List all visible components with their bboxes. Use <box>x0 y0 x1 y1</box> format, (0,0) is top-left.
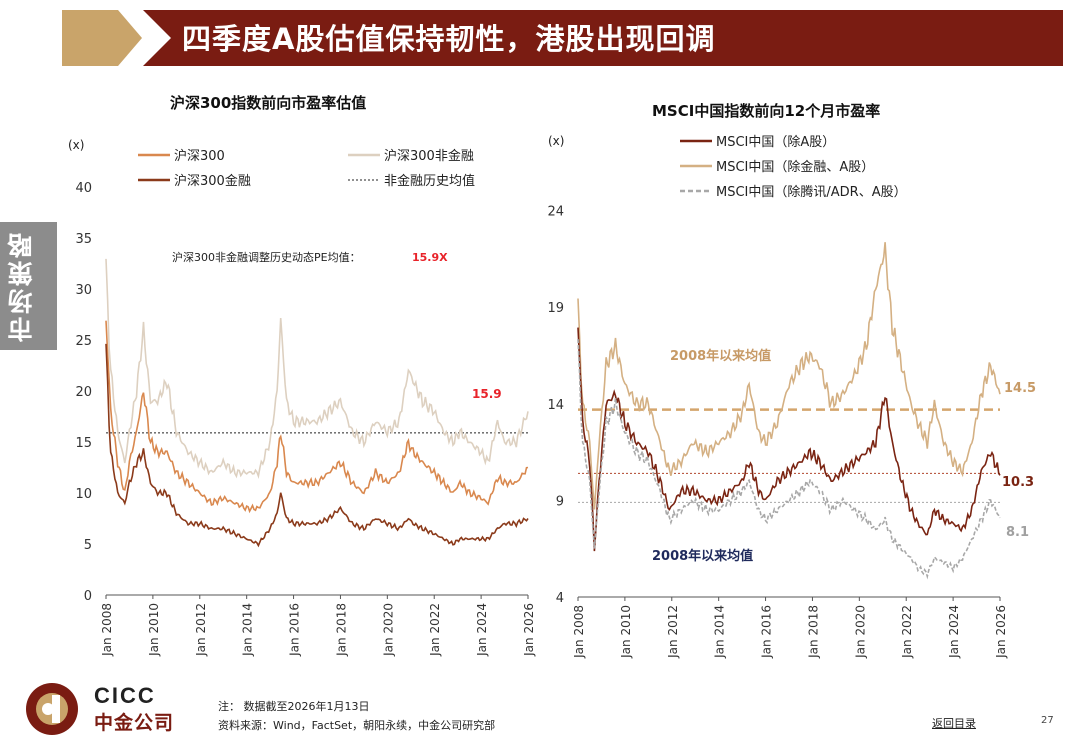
series-line-2 <box>577 339 1001 580</box>
right-legend: MSCI中国（除A股） MSCI中国（除金融、A股） MSCI中国（除腾讯/ADR、… <box>680 135 907 200</box>
right-end-label-nonfin: 14.5 <box>1004 381 1036 396</box>
cicc-logo-icon <box>26 683 78 735</box>
y-tick-label: 35 <box>75 232 92 247</box>
series-line-1 <box>105 320 529 514</box>
right-avg-label-top: 2008年以来均值 <box>670 348 771 364</box>
series-line-0 <box>105 258 529 479</box>
x-tick-label: Jan 2020 <box>381 603 395 657</box>
x-tick-label: Jan 2014 <box>241 603 255 657</box>
x-tick-label: Jan 2010 <box>147 603 161 657</box>
x-tick-label: Jan 2024 <box>947 605 961 659</box>
x-tick-label: Jan 2026 <box>994 605 1008 659</box>
series-line-0 <box>577 242 1001 510</box>
left-annotation-value: 15.9X <box>412 251 448 264</box>
y-tick-label: 15 <box>75 436 92 451</box>
y-tick-label: 5 <box>84 538 92 553</box>
left-series <box>105 258 529 548</box>
legend-label-0: MSCI中国（除A股） <box>716 135 835 150</box>
y-tick-label: 4 <box>556 591 564 606</box>
title-accent-arrow <box>62 10 142 66</box>
x-tick-label: Jan 2012 <box>666 605 680 659</box>
right-chart-title: MSCI中国指数前向12个月市盈率 <box>652 102 881 120</box>
section-side-tab <box>0 222 57 350</box>
footnote-date: 注： 数据截至2026年1月13日 <box>218 700 370 713</box>
series-line-1 <box>577 327 1001 552</box>
legend-label-1: MSCI中国（除金融、A股） <box>716 159 874 175</box>
right-end-label-exTencent: 8.1 <box>1006 525 1029 540</box>
section-side-tab-label: 市场策略 <box>7 230 36 342</box>
left-axes: 0 5 10 15 20 25 30 35 40 Jan 2008 Jan 2010 Jan 2012… <box>75 181 536 657</box>
legend-label-3: 非金融历史均值 <box>384 173 475 189</box>
footnote-source: 资料来源：Wind，FactSet，朝阳永续，中金公司研究部 <box>218 719 496 732</box>
logo-text-en: CICC <box>94 683 156 708</box>
title-bar <box>143 10 1063 66</box>
y-tick-label: 9 <box>556 494 564 509</box>
x-tick-label: Jan 2010 <box>619 605 633 659</box>
legend-label-2: MSCI中国（除腾讯/ADR、A股） <box>716 184 907 200</box>
right-series <box>577 242 1001 580</box>
right-axes: 4 9 14 19 24 Jan 2008 Jan 2010 Jan 2012 Jan 2014… <box>547 205 1008 659</box>
y-tick-label: 24 <box>547 205 564 220</box>
page-number: 27 <box>1041 715 1054 726</box>
x-tick-label: Jan 2020 <box>853 605 867 659</box>
left-y-unit: (x) <box>68 138 84 152</box>
series-line-2 <box>105 343 529 548</box>
y-tick-label: 10 <box>75 487 92 502</box>
page-title: 四季度A股估值保持韧性，港股出现回调 <box>182 22 716 56</box>
y-tick-label: 0 <box>84 589 92 604</box>
y-tick-label: 14 <box>547 398 564 413</box>
y-tick-label: 20 <box>75 385 92 400</box>
right-avg-label-bottom: 2008年以来均值 <box>652 548 753 564</box>
right-y-unit: (x) <box>548 134 564 148</box>
x-tick-label: Jan 2018 <box>334 603 348 657</box>
x-tick-label: Jan 2012 <box>194 603 208 657</box>
legend-label-0: 沪深300 <box>174 148 225 164</box>
x-tick-label: Jan 2018 <box>806 605 820 659</box>
right-end-label-exA: 10.3 <box>1002 475 1034 490</box>
left-chart-title: 沪深300指数前向市盈率估值 <box>170 94 367 112</box>
legend-label-1: 沪深300非金融 <box>384 148 474 164</box>
x-tick-label: Jan 2026 <box>522 603 536 657</box>
x-tick-label: Jan 2022 <box>428 603 442 657</box>
y-tick-label: 40 <box>75 181 92 196</box>
y-tick-label: 25 <box>75 334 92 349</box>
back-to-contents-link[interactable]: 返回目录 <box>932 717 976 730</box>
y-tick-label: 19 <box>547 301 564 316</box>
x-tick-label: Jan 2016 <box>288 603 302 657</box>
x-tick-label: Jan 2008 <box>572 605 586 659</box>
x-tick-label: Jan 2024 <box>475 603 489 657</box>
x-tick-label: Jan 2008 <box>100 603 114 657</box>
right-chart: (x) MSCI中国（除A股） MSCI中国（除金融、A股） MSCI中国（除腾讯/… <box>547 134 1036 659</box>
left-annotation: 沪深300非金融调整历史动态PE均值： <box>172 250 361 264</box>
left-reference-label: 15.9 <box>472 387 502 401</box>
x-tick-label: Jan 2016 <box>760 605 774 659</box>
x-tick-label: Jan 2022 <box>900 605 914 659</box>
y-tick-label: 30 <box>75 283 92 298</box>
x-tick-label: Jan 2014 <box>713 605 727 659</box>
logo-text-cn: 中金公司 <box>94 712 175 734</box>
legend-label-2: 沪深300金融 <box>174 173 251 189</box>
